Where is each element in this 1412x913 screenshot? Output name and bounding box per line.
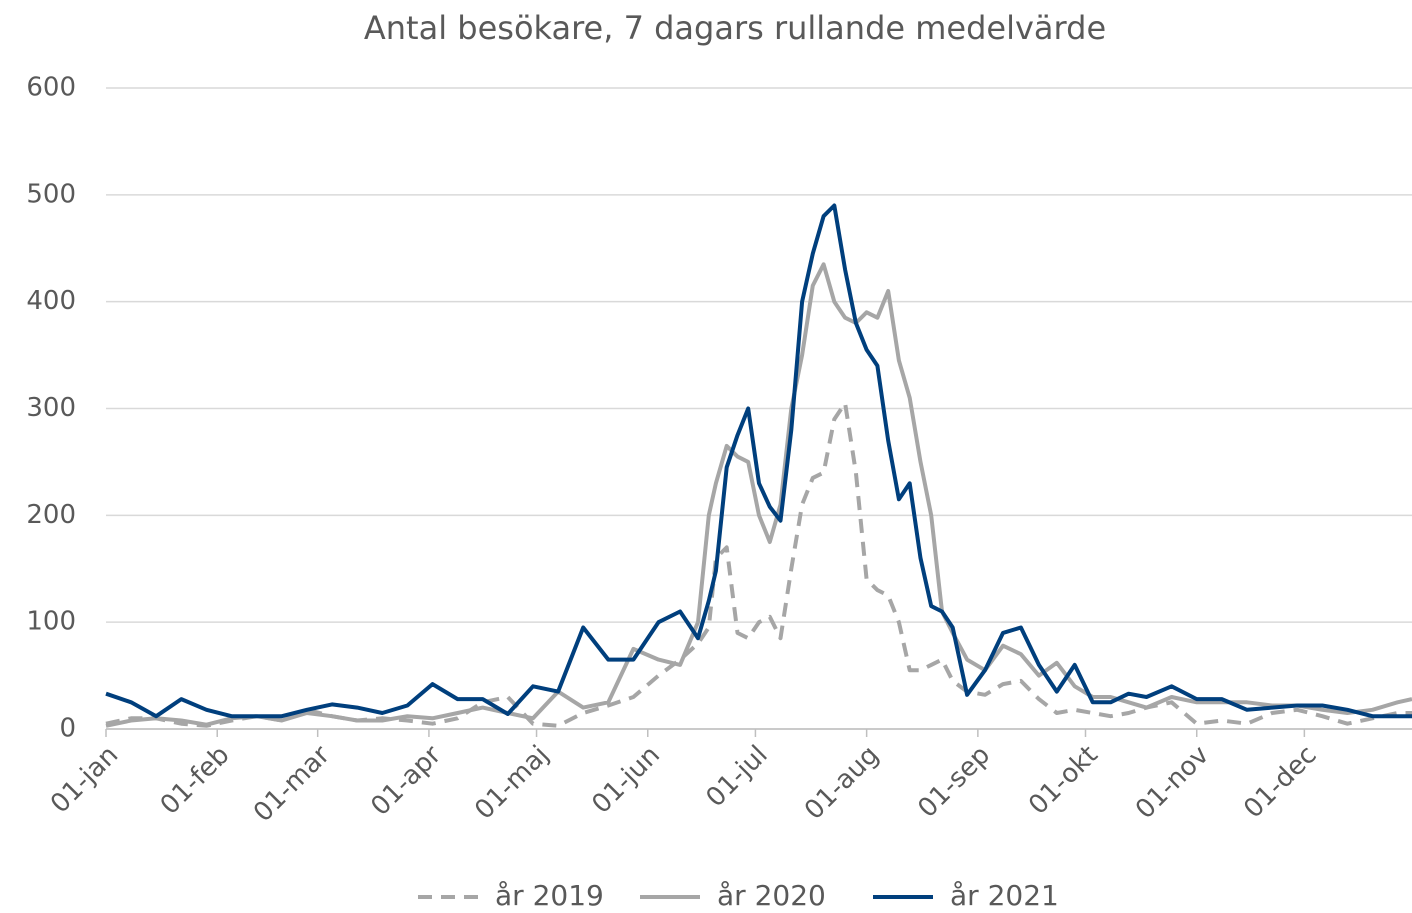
x-tick-label: 01-dec — [1238, 740, 1322, 824]
y-tick-label: 300 — [26, 393, 76, 423]
y-tick-label: 200 — [26, 500, 76, 530]
x-tick-label: 01-jan — [45, 740, 124, 819]
x-tick-label: 01-apr — [365, 740, 447, 822]
legend-label: år 2021 — [950, 879, 1059, 912]
y-tick-label: 100 — [26, 607, 76, 637]
series-line — [105, 262, 1412, 728]
series-line — [105, 203, 1412, 719]
x-tick-label: 01-mar — [248, 740, 336, 828]
x-tick-label: 01-aug — [799, 740, 885, 826]
series-line — [105, 401, 1412, 728]
y-tick-label: 600 — [26, 73, 76, 103]
y-tick-label: 500 — [26, 179, 76, 209]
legend-label: år 2020 — [717, 879, 826, 912]
y-tick-label: 400 — [26, 286, 76, 316]
x-tick-label: 01-jul — [701, 740, 774, 813]
chart-title: Antal besökare, 7 dagars rullande medelv… — [364, 9, 1106, 47]
x-tick-label: 01-feb — [155, 740, 236, 821]
legend-label: år 2019 — [495, 879, 604, 912]
x-tick-label: 01-okt — [1023, 740, 1104, 821]
x-tick-label: 01-sep — [912, 740, 996, 824]
y-tick-label: 0 — [59, 714, 76, 744]
x-tick-label: 01-nov — [1130, 740, 1215, 825]
x-tick-label: 01-maj — [469, 740, 555, 826]
x-tick-label: 01-jun — [586, 740, 666, 820]
